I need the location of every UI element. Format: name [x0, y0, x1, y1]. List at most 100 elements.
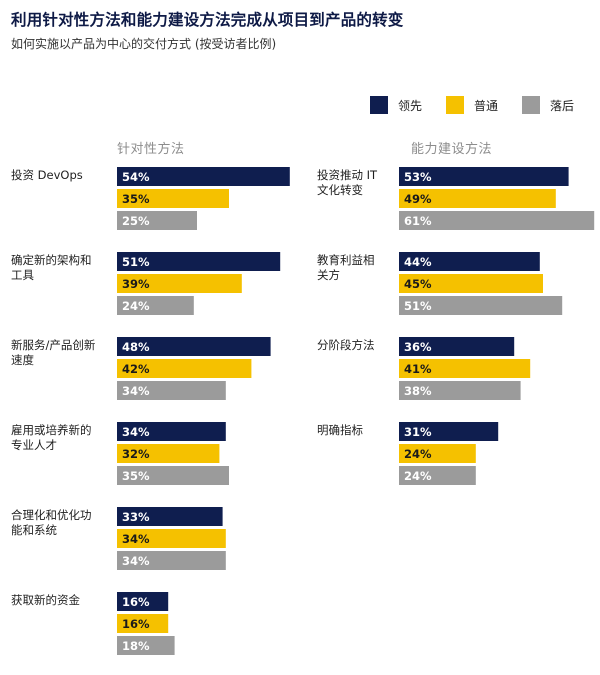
legend-label-average: 普通: [474, 98, 499, 113]
category-label: 获取新的资金: [11, 593, 101, 608]
legend-item-leader: 领先: [370, 96, 422, 114]
bar-average: [117, 274, 242, 293]
bar-value-label: 16%: [122, 595, 150, 609]
category-label-line: 专业人才: [11, 438, 57, 452]
category-label-line: 关方: [317, 268, 340, 282]
bar-value-label: 36%: [404, 340, 432, 354]
bar-value-label: 33%: [122, 510, 150, 524]
bar-average: [399, 359, 531, 378]
bar-value-label: 34%: [122, 425, 150, 439]
bar-value-label: 34%: [122, 532, 150, 546]
legend-item-laggard: 落后: [522, 96, 574, 114]
legend-swatch-average: [446, 96, 464, 114]
legend-label-laggard: 落后: [550, 98, 575, 113]
bar-value-label: 38%: [404, 384, 432, 398]
bar-value-label: 24%: [404, 469, 432, 483]
bar-laggard: [117, 636, 175, 655]
category-label-line: 速度: [11, 353, 34, 367]
chart-subtitle: 如何实施以产品为中心的交付方式 (按受访者比例): [11, 37, 277, 51]
category-label-line: 教育利益相: [317, 253, 375, 267]
bar-leader: [399, 252, 540, 271]
bar-value-label: 61%: [404, 214, 432, 228]
bar-laggard: [117, 551, 226, 570]
bar-average: [117, 359, 252, 378]
category-label-line: 合理化和优化功: [11, 508, 92, 522]
category-label-line: 工具: [11, 268, 34, 282]
legend-swatch-laggard: [522, 96, 540, 114]
bar-value-label: 44%: [404, 255, 432, 269]
bar-leader: [117, 252, 281, 271]
bar-average: [117, 529, 226, 548]
bar-average: [399, 189, 556, 208]
bar-value-label: 45%: [404, 277, 432, 291]
bar-value-label: 24%: [122, 299, 150, 313]
bar-value-label: 42%: [122, 362, 150, 376]
bar-value-label: 51%: [404, 299, 432, 313]
bar-leader: [399, 167, 569, 186]
category-label-line: 投资推动 IT: [317, 168, 378, 182]
category-label-line: 能和系统: [11, 523, 57, 537]
bar-value-label: 34%: [122, 554, 150, 568]
category-label-line: 明确指标: [317, 423, 363, 437]
category-label: 投资推动 IT 文化转变: [317, 168, 407, 198]
bar-average: [399, 444, 476, 463]
chart-title: 利用针对性方法和能力建设方法完成从项目到产品的转变: [11, 11, 404, 29]
bar-leader: [117, 422, 226, 441]
bar-average: [117, 444, 220, 463]
panel-heading-capability: 能力建设方法: [411, 142, 493, 157]
bar-laggard: [117, 466, 229, 485]
bar-laggard: [399, 466, 476, 485]
bar-laggard: [399, 211, 595, 230]
bar-average: [399, 274, 543, 293]
bar-average: [117, 189, 229, 208]
category-label-line: 投资 DevOps: [11, 168, 83, 182]
category-label-line: 分阶段方法: [317, 338, 375, 352]
bar-leader: [117, 337, 271, 356]
bar-value-label: 24%: [404, 447, 432, 461]
bar-laggard: [117, 296, 194, 315]
bar-value-label: 18%: [122, 639, 150, 653]
bar-laggard: [399, 381, 521, 400]
category-label: 分阶段方法: [317, 338, 407, 353]
category-label: 投资 DevOps: [11, 168, 101, 183]
bar-laggard: [399, 296, 563, 315]
bar-leader: [399, 422, 499, 441]
legend-label-leader: 领先: [398, 98, 423, 113]
category-label: 合理化和优化功 能和系统: [11, 508, 101, 538]
bar-value-label: 53%: [404, 170, 432, 184]
category-label-line: 新服务/产品创新: [11, 338, 96, 352]
bar-laggard: [117, 211, 197, 230]
bar-leader: [117, 167, 290, 186]
bar-value-label: 35%: [122, 469, 150, 483]
category-label: 教育利益相 关方: [317, 253, 407, 283]
bar-leader: [399, 337, 515, 356]
bar-value-label: 41%: [404, 362, 432, 376]
legend-item-average: 普通: [446, 96, 498, 114]
bar-value-label: 39%: [122, 277, 150, 291]
bar-value-label: 51%: [122, 255, 150, 269]
bar-leader: [117, 592, 169, 611]
bar-value-label: 25%: [122, 214, 150, 228]
bar-value-label: 16%: [122, 617, 150, 631]
bar-leader: [117, 507, 223, 526]
bar-average: [117, 614, 169, 633]
category-label: 确定新的架构和 工具: [11, 253, 101, 283]
bar-value-label: 35%: [122, 192, 150, 206]
bar-value-label: 32%: [122, 447, 150, 461]
category-label-line: 雇用或培养新的: [11, 423, 92, 437]
bar-value-label: 31%: [404, 425, 432, 439]
bar-value-label: 48%: [122, 340, 150, 354]
category-label-line: 获取新的资金: [11, 593, 80, 607]
bar-value-label: 34%: [122, 384, 150, 398]
bar-laggard: [117, 381, 226, 400]
category-label: 明确指标: [317, 423, 407, 438]
bar-value-label: 54%: [122, 170, 150, 184]
category-label: 新服务/产品创新 速度: [11, 338, 101, 368]
category-label: 雇用或培养新的 专业人才: [11, 423, 101, 453]
legend-swatch-leader: [370, 96, 388, 114]
category-label-line: 文化转变: [317, 183, 363, 197]
category-label-line: 确定新的架构和: [11, 253, 92, 267]
bar-value-label: 49%: [404, 192, 432, 206]
panel-heading-targeted: 针对性方法: [117, 142, 185, 157]
